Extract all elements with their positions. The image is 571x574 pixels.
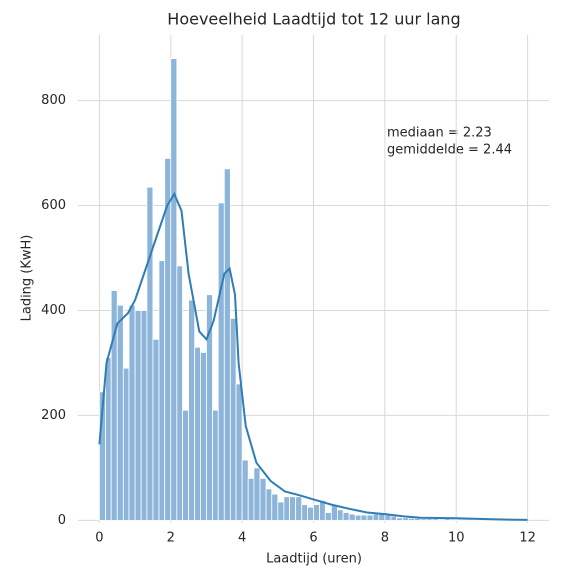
bar [342, 512, 350, 521]
bar [354, 514, 362, 521]
bar [194, 346, 201, 521]
y-tick-label: 0 [58, 513, 66, 528]
bar [366, 514, 374, 521]
y-tick-label: 800 [41, 93, 66, 108]
bar [455, 518, 463, 521]
bar [271, 493, 279, 521]
bar [324, 512, 332, 521]
bar [212, 409, 219, 521]
bar [330, 504, 338, 521]
x-tick-label: 10 [448, 531, 465, 546]
bar [277, 501, 285, 521]
bar [426, 518, 433, 521]
y-tick-label: 200 [41, 408, 66, 423]
bar [122, 367, 130, 521]
x-tick-label: 12 [519, 531, 536, 546]
bar [176, 265, 183, 521]
x-tick-label: 0 [95, 531, 103, 546]
bar [206, 294, 213, 521]
bar [223, 168, 231, 521]
bar [384, 514, 392, 521]
x-tick-label: 6 [309, 531, 317, 546]
bar [372, 513, 380, 521]
bar [217, 202, 225, 521]
bar [301, 504, 308, 521]
bar [241, 459, 249, 521]
bar [337, 509, 344, 521]
bar [437, 518, 445, 521]
bar [140, 310, 148, 521]
annotation: mediaan = 2.23 [387, 126, 492, 141]
bar [396, 517, 404, 521]
bar [319, 500, 326, 521]
bar [116, 304, 124, 521]
bar [313, 504, 320, 521]
x-tick-label: 8 [381, 531, 389, 546]
bar [360, 514, 368, 521]
bar [170, 58, 178, 521]
bar [402, 517, 410, 521]
annotation: gemiddelde = 2.44 [387, 143, 512, 158]
bar [247, 477, 255, 521]
bar [295, 496, 303, 521]
y-axis-label: Lading (KwH) [20, 235, 35, 322]
bar [259, 477, 267, 521]
bar [158, 260, 166, 521]
bar [152, 338, 160, 521]
bar [134, 310, 142, 521]
x-tick-label: 2 [167, 531, 175, 546]
bar [253, 467, 261, 521]
kde-line [98, 191, 528, 521]
bar [390, 515, 398, 521]
bar [188, 299, 196, 521]
bar [307, 506, 314, 521]
bar [420, 518, 428, 521]
x-tick-label: 4 [238, 531, 246, 546]
x-axis-label: Laadtijd (uren) [266, 552, 362, 567]
y-tick-label: 400 [41, 303, 66, 318]
y-tick-label: 600 [41, 198, 66, 213]
bar [431, 518, 439, 521]
bar [235, 383, 243, 521]
bar [105, 357, 112, 521]
bar [289, 496, 297, 521]
bar [128, 304, 136, 521]
bar [348, 513, 356, 521]
bar [378, 513, 386, 521]
chart-title: Hoeveelheid Laadtijd tot 12 uur lang [167, 10, 460, 29]
bar [199, 352, 207, 521]
bar [265, 488, 273, 521]
bar [229, 317, 237, 521]
bar [449, 518, 457, 521]
bar [146, 186, 154, 521]
bar [408, 517, 415, 521]
bar [283, 496, 290, 521]
bar [182, 409, 190, 521]
